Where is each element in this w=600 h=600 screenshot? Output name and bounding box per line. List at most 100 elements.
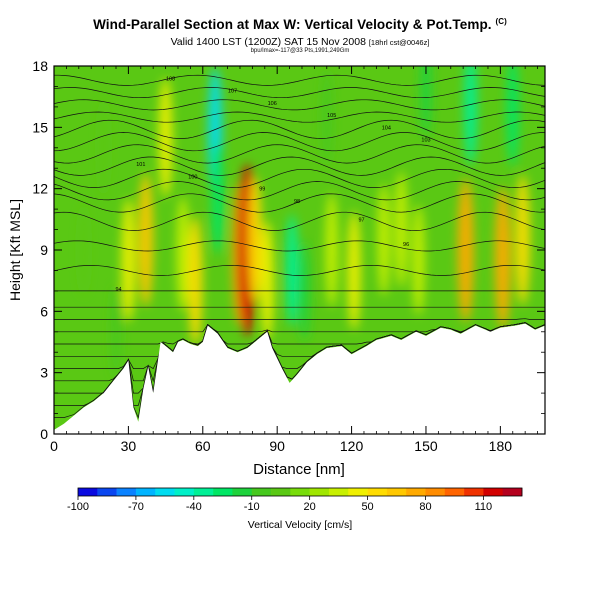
field-cell <box>176 196 190 312</box>
colorbar-swatch <box>328 488 349 496</box>
chart-subtitle: Valid 1400 LST (1200Z) SAT 15 Nov 2008 [… <box>170 36 430 48</box>
colorbar-tick-label: -70 <box>128 501 144 513</box>
contour-label: 100 <box>188 174 197 180</box>
contour-label: 99 <box>259 187 265 193</box>
theta-contour-line <box>54 119 545 139</box>
x-axis-label: Distance [nm] <box>253 461 345 478</box>
field-cell <box>412 204 425 316</box>
colorbar-swatch <box>367 488 388 496</box>
contour-label: 104 <box>382 125 391 131</box>
y-tick-label: 18 <box>32 58 48 74</box>
colorbar-swatch <box>251 488 272 496</box>
contour-label: 98 <box>294 199 300 205</box>
field-cells <box>78 66 530 379</box>
contour-label: 108 <box>166 76 175 82</box>
x-tick-label: 180 <box>489 438 513 454</box>
theta-contour-line <box>54 264 545 276</box>
theta-contour-line <box>54 181 545 201</box>
axis-ticks: 0 30 60 90 120 150 180 0 3 6 9 12 15 18 <box>32 58 545 454</box>
colorbar-swatch <box>97 488 117 496</box>
field-cell <box>515 174 530 306</box>
colorbar-frame <box>77 487 523 497</box>
colorbar-swatch <box>193 488 214 496</box>
theta-contour-line <box>54 132 545 152</box>
x-tick-label: 0 <box>50 438 58 454</box>
title-tag: (C) <box>495 17 507 26</box>
field-cell <box>285 214 299 327</box>
colorbar-swatch <box>78 488 98 496</box>
y-tick-label: 3 <box>40 365 48 381</box>
field-cell <box>247 176 262 303</box>
contour-label: 97 <box>358 217 364 223</box>
field-cell <box>325 192 339 308</box>
field-cell <box>211 143 224 255</box>
contour-label: 106 <box>268 101 277 107</box>
y-tick-label: 9 <box>40 242 48 258</box>
x-tick-label: 60 <box>195 438 211 454</box>
colorbar-swatch <box>464 488 484 496</box>
y-axis-label: Height [Kft MSL] <box>7 199 23 301</box>
x-tick-label: 30 <box>121 438 137 454</box>
x-tick-label: 90 <box>269 438 285 454</box>
colorbar-tick-label: 50 <box>361 501 373 513</box>
contour-label: 107 <box>228 89 237 95</box>
field-cell <box>347 210 361 331</box>
colorbar-tick-label: -100 <box>67 501 89 513</box>
colorbar-tick-label: 20 <box>304 501 316 513</box>
theta-contour-line <box>54 111 545 123</box>
colorbar-swatch <box>174 488 195 496</box>
theta-contour-line <box>54 156 545 176</box>
field-cell <box>494 186 511 330</box>
colorbar-tick-label: 80 <box>419 501 431 513</box>
colorbar-swatch <box>406 488 426 496</box>
theta-contour-line <box>54 168 545 188</box>
theta-contour-line <box>54 87 545 99</box>
theta-contour-line <box>54 193 545 213</box>
x-tick-label: 120 <box>340 438 364 454</box>
field-cell <box>377 183 391 296</box>
colorbar-swatch <box>135 488 156 496</box>
y-tick-label: 6 <box>40 303 48 319</box>
colorbar-swatch <box>232 488 253 496</box>
colorbar: -100 -70 -40 -10 20 50 80 110 <box>67 487 523 513</box>
y-tick-label: 0 <box>40 426 48 442</box>
field-cell <box>260 220 274 341</box>
field-cell <box>506 66 519 167</box>
field-cell <box>394 171 408 288</box>
field-cell <box>321 69 333 165</box>
theta-contour-line <box>54 211 545 231</box>
colorbar-tick-label: 110 <box>475 501 493 513</box>
theta-contours: 94 101 108 100 107 99 106 98 105 97 104 96 103 <box>54 74 545 419</box>
field-cell <box>121 198 136 323</box>
colorbar-tick-label: -10 <box>244 501 260 513</box>
field-cell <box>188 216 203 345</box>
colorbar-swatch <box>271 488 291 496</box>
field-cell <box>98 99 109 196</box>
theta-contour-line <box>54 144 545 164</box>
colorbar-swatch <box>348 488 368 496</box>
field-cell <box>420 66 432 137</box>
contour-label: 94 <box>115 287 121 293</box>
field-cell <box>78 204 89 296</box>
theta-contour-line <box>54 74 545 86</box>
chart-info-line: bpu/lmax=-117@33 Pts,1991,249Gm <box>250 48 350 54</box>
field-cell <box>138 173 154 307</box>
terrain-mask <box>54 323 545 434</box>
colorbar-tick-label: -40 <box>186 501 202 513</box>
colorbar-swatch <box>444 488 465 496</box>
field-cell <box>457 177 474 323</box>
theta-contour-line <box>54 99 545 111</box>
colorbar-swatch <box>155 488 175 496</box>
colorbar-swatch <box>425 488 446 496</box>
contour-label: 101 <box>136 162 145 168</box>
y-tick-label: 15 <box>32 119 48 135</box>
contour-label: 103 <box>421 138 430 144</box>
colorbar-swatch <box>502 488 523 496</box>
colorbar-swatch <box>309 488 330 496</box>
contour-label: 96 <box>403 242 409 248</box>
field-cell <box>464 66 478 166</box>
field-cell <box>158 77 173 198</box>
theta-contour-line <box>54 322 545 345</box>
colorbar-label: Vertical Velocity [cm/s] <box>248 519 353 531</box>
theta-contour-line <box>54 240 545 252</box>
